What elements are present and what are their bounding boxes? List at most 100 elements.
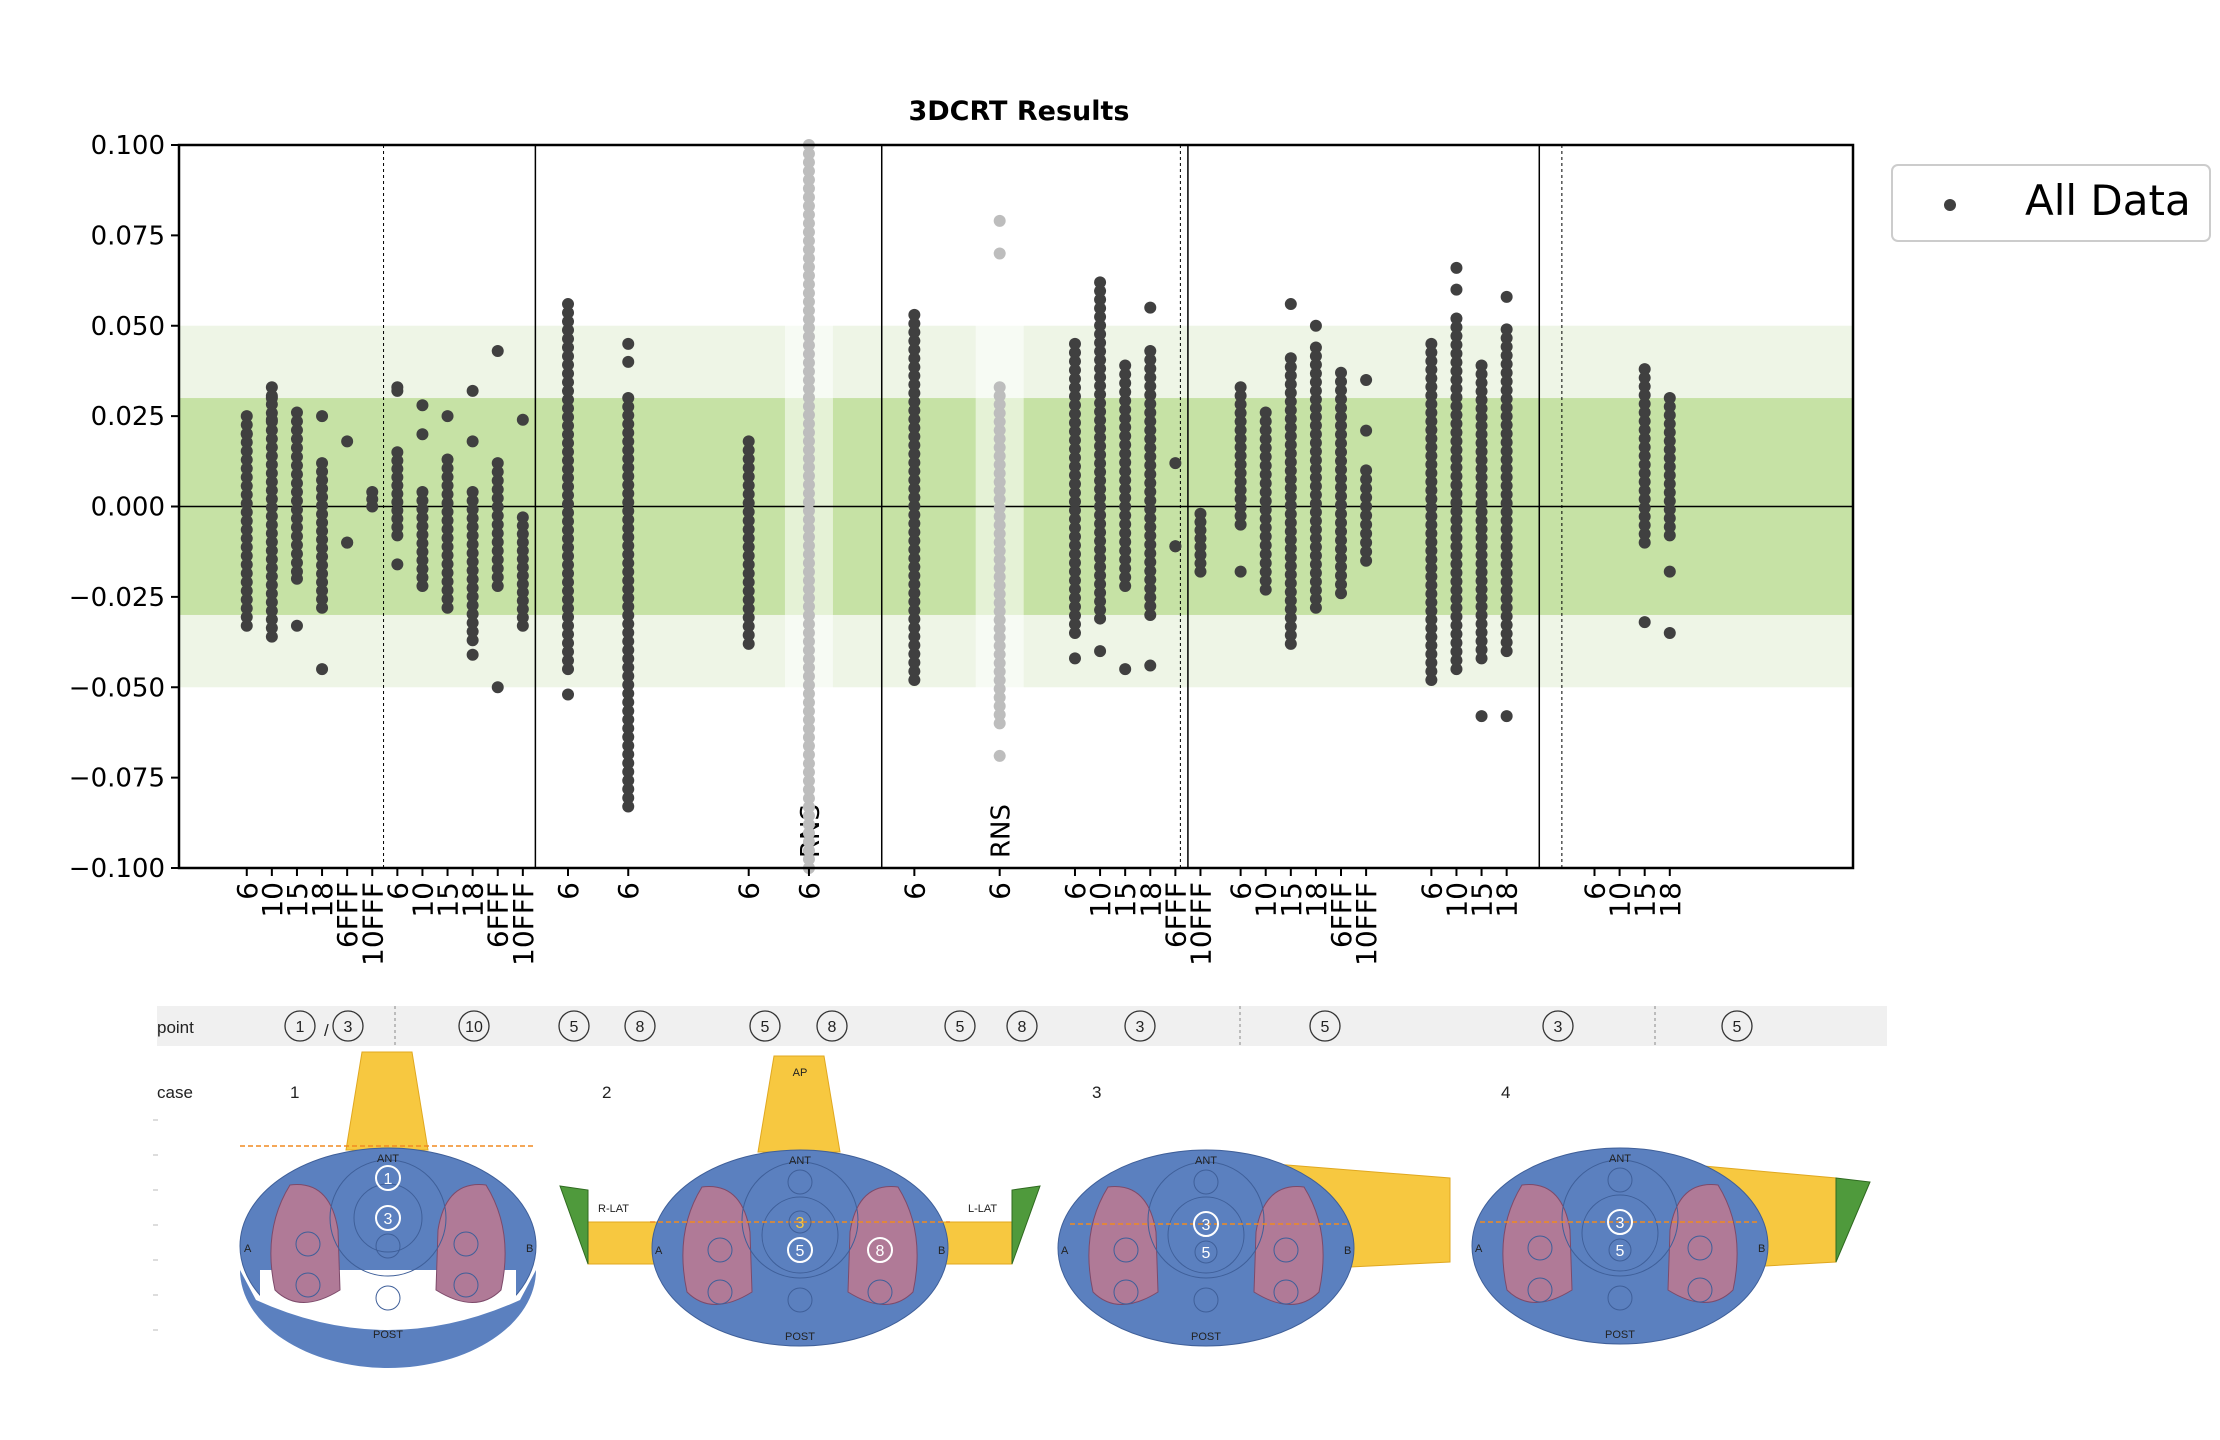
data-point bbox=[1475, 505, 1488, 518]
x-tick-label: 18 bbox=[457, 882, 490, 918]
data-point bbox=[1284, 369, 1297, 382]
data-point bbox=[1094, 422, 1107, 435]
data-point bbox=[908, 665, 921, 678]
data-point bbox=[1094, 440, 1107, 453]
data-point bbox=[1068, 591, 1081, 604]
side-b-label: B bbox=[526, 1243, 533, 1255]
data-point bbox=[1144, 608, 1157, 621]
data-point bbox=[1094, 353, 1107, 366]
data-point bbox=[562, 463, 575, 476]
data-point bbox=[391, 504, 404, 517]
data-point bbox=[908, 369, 921, 382]
data-point bbox=[1425, 492, 1438, 505]
side-a-label: A bbox=[1475, 1243, 1483, 1255]
data-point bbox=[802, 452, 815, 465]
data-point bbox=[265, 527, 278, 540]
data-point bbox=[742, 453, 755, 466]
data-point bbox=[1450, 575, 1463, 588]
x-tick-label: 6 bbox=[733, 882, 766, 900]
data-point bbox=[466, 608, 479, 621]
data-point bbox=[1194, 549, 1207, 562]
data-point bbox=[802, 748, 815, 761]
x-tick-label: 10FFF bbox=[1184, 882, 1217, 966]
data-point bbox=[1144, 659, 1157, 672]
data-point bbox=[1500, 392, 1513, 405]
data-point bbox=[802, 722, 815, 735]
data-point bbox=[908, 474, 921, 487]
data-point bbox=[1335, 490, 1348, 503]
data-point bbox=[1284, 594, 1297, 607]
data-point bbox=[1450, 321, 1463, 334]
data-point bbox=[1475, 368, 1488, 381]
data-point bbox=[802, 374, 815, 387]
data-point bbox=[802, 853, 815, 866]
point-marker-label: 3 bbox=[344, 1019, 353, 1036]
data-point bbox=[742, 523, 755, 536]
data-point bbox=[441, 453, 454, 466]
data-point bbox=[1475, 471, 1488, 484]
data-point bbox=[908, 569, 921, 582]
data-point bbox=[1360, 482, 1373, 495]
data-point bbox=[1475, 583, 1488, 596]
data-point bbox=[802, 835, 815, 848]
data-point bbox=[802, 365, 815, 378]
data-point bbox=[1335, 375, 1348, 388]
data-point bbox=[908, 639, 921, 652]
data-point bbox=[908, 543, 921, 556]
data-point bbox=[1500, 453, 1513, 466]
data-point bbox=[1284, 629, 1297, 642]
data-point bbox=[802, 687, 815, 700]
data-point bbox=[993, 247, 1006, 260]
data-point bbox=[391, 462, 404, 475]
data-point bbox=[1309, 549, 1322, 562]
data-point bbox=[802, 670, 815, 683]
data-point bbox=[802, 679, 815, 692]
data-point bbox=[1450, 522, 1463, 535]
data-point bbox=[290, 433, 303, 446]
data-point bbox=[441, 531, 454, 544]
l-lat-wedge bbox=[1011, 1185, 1041, 1265]
data-point bbox=[1194, 532, 1207, 545]
data-point bbox=[1068, 364, 1081, 377]
data-point bbox=[240, 445, 253, 458]
data-point bbox=[416, 554, 429, 567]
data-point bbox=[491, 553, 504, 566]
data-point bbox=[1119, 421, 1132, 434]
data-point bbox=[1450, 461, 1463, 474]
data-point bbox=[316, 542, 329, 555]
data-point bbox=[1284, 430, 1297, 443]
data-point bbox=[1638, 380, 1651, 393]
inner-ring bbox=[761, 1196, 839, 1274]
data-point bbox=[240, 497, 253, 510]
data-point bbox=[993, 493, 1006, 506]
data-point bbox=[1425, 536, 1438, 549]
data-point bbox=[466, 581, 479, 594]
data-point bbox=[1094, 569, 1107, 582]
data-point bbox=[1068, 513, 1081, 526]
data-point bbox=[1663, 417, 1676, 430]
data-point bbox=[1194, 565, 1207, 578]
data-point bbox=[1663, 529, 1676, 542]
data-point bbox=[562, 654, 575, 667]
point-marker-label: 3 bbox=[1136, 1019, 1145, 1036]
data-point bbox=[802, 757, 815, 770]
data-point bbox=[993, 674, 1006, 687]
insert-hole bbox=[295, 1231, 321, 1257]
diagram-ruler bbox=[153, 1119, 158, 1331]
data-point bbox=[1234, 518, 1247, 531]
data-point bbox=[1144, 503, 1157, 516]
data-point bbox=[1144, 424, 1157, 437]
case-2-phantom: AP R-LAT L-LAT 3 5 8 ANT bbox=[559, 1055, 1041, 1347]
data-point bbox=[622, 539, 635, 552]
data-point bbox=[802, 295, 815, 308]
data-point bbox=[290, 486, 303, 499]
data-point bbox=[1068, 627, 1081, 640]
point-marker-circle bbox=[1006, 1010, 1038, 1042]
x-tick-label: 6 bbox=[984, 882, 1017, 900]
data-point bbox=[802, 644, 815, 657]
data-point bbox=[1119, 509, 1132, 522]
data-point bbox=[1335, 472, 1348, 485]
data-point bbox=[1450, 645, 1463, 658]
data-point bbox=[562, 628, 575, 641]
data-point bbox=[742, 611, 755, 624]
